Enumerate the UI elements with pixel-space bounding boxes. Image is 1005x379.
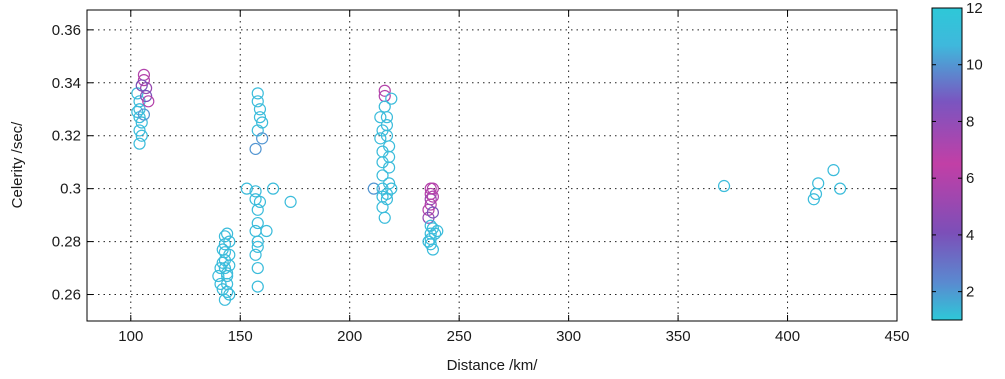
data-point bbox=[214, 277, 227, 291]
y-tick-label: 0.3 bbox=[60, 181, 81, 198]
data-point bbox=[385, 182, 398, 195]
data-point bbox=[380, 111, 394, 124]
x-tick-label: 450 bbox=[884, 328, 909, 345]
data-point bbox=[251, 261, 264, 275]
data-point bbox=[266, 182, 280, 195]
data-point bbox=[807, 193, 820, 206]
data-point bbox=[376, 169, 389, 182]
x-tick-label: 400 bbox=[775, 328, 800, 345]
data-point bbox=[221, 267, 234, 280]
x-tick-label: 150 bbox=[228, 328, 253, 345]
x-tick-label: 300 bbox=[556, 328, 581, 345]
data-point bbox=[253, 195, 267, 208]
colorbar-tick-label: 8 bbox=[966, 113, 974, 130]
data-point bbox=[212, 269, 225, 283]
data-point bbox=[142, 95, 155, 108]
data-point bbox=[137, 74, 151, 87]
x-tick-label: 350 bbox=[666, 328, 691, 345]
data-point bbox=[383, 161, 396, 174]
y-axis-label: Celerity /sec/ bbox=[9, 121, 26, 209]
colorbar-ticks bbox=[932, 7, 962, 293]
data-point bbox=[251, 280, 264, 293]
data-point bbox=[221, 227, 234, 240]
x-tick-label: 200 bbox=[337, 328, 362, 345]
colorbar-tick-label: 6 bbox=[966, 170, 974, 187]
data-point bbox=[131, 105, 144, 119]
axis-ticks bbox=[87, 10, 898, 321]
data-point bbox=[133, 137, 146, 150]
data-point bbox=[135, 116, 148, 129]
data-point bbox=[135, 129, 148, 142]
y-tick-label: 0.28 bbox=[52, 234, 81, 251]
data-point bbox=[221, 285, 234, 298]
data-point bbox=[717, 179, 731, 193]
data-point bbox=[216, 256, 229, 269]
data-point bbox=[426, 206, 439, 219]
data-point bbox=[251, 95, 264, 108]
data-point bbox=[424, 238, 437, 251]
data-point bbox=[251, 216, 264, 230]
data-point bbox=[428, 227, 442, 240]
data-point bbox=[260, 224, 273, 238]
plot-frame bbox=[86, 9, 898, 322]
data-point bbox=[240, 182, 253, 195]
data-point bbox=[133, 124, 146, 137]
colorbar-tick-label: 4 bbox=[966, 227, 974, 244]
data-point bbox=[812, 177, 825, 190]
data-point bbox=[137, 108, 151, 121]
data-point bbox=[833, 182, 847, 195]
data-point bbox=[251, 235, 264, 248]
data-point bbox=[249, 142, 262, 156]
data-point bbox=[256, 132, 269, 145]
data-point bbox=[422, 235, 435, 248]
data-point bbox=[426, 182, 439, 195]
data-point bbox=[223, 235, 236, 248]
data-point bbox=[253, 103, 267, 116]
data-point bbox=[253, 111, 267, 124]
data-point bbox=[249, 185, 262, 198]
y-tick-labels: 0.26 0.28 0.3 0.32 0.34 0.36 bbox=[52, 22, 81, 304]
data-point bbox=[380, 193, 394, 206]
data-point bbox=[251, 87, 264, 100]
colorbar-tick-label: 12 bbox=[966, 0, 983, 17]
x-tick-labels: 100 150 200 250 300 350 400 450 bbox=[118, 328, 909, 345]
data-point bbox=[374, 132, 387, 145]
data-point bbox=[827, 164, 840, 177]
data-point bbox=[251, 203, 264, 216]
data-point bbox=[135, 79, 148, 92]
data-point bbox=[385, 92, 398, 105]
data-point bbox=[374, 111, 387, 124]
data-point bbox=[431, 224, 444, 238]
y-tick-label: 0.34 bbox=[52, 75, 81, 92]
colorbar-tick-labels: 2 4 6 8 10 12 bbox=[966, 0, 983, 301]
colorbar: 2 4 6 8 10 12 bbox=[931, 0, 983, 321]
data-point bbox=[223, 259, 236, 272]
data-point bbox=[216, 243, 229, 256]
y-tick-label: 0.32 bbox=[52, 128, 81, 145]
y-tick-label: 0.26 bbox=[52, 287, 81, 304]
x-axis-label: Distance /km/ bbox=[447, 357, 539, 374]
colorbar-gradient bbox=[931, 7, 963, 321]
x-tick-label: 100 bbox=[118, 328, 143, 345]
data-point bbox=[251, 240, 264, 253]
colorbar-tick-label: 2 bbox=[966, 284, 974, 301]
data-points bbox=[131, 68, 847, 306]
data-point bbox=[249, 248, 262, 261]
data-point bbox=[378, 84, 391, 97]
data-point bbox=[378, 211, 391, 224]
colorbar-tick-label: 10 bbox=[966, 57, 983, 74]
data-point bbox=[223, 288, 236, 301]
data-point bbox=[284, 195, 297, 208]
data-point bbox=[426, 190, 439, 203]
data-point bbox=[424, 198, 437, 211]
y-tick-label: 0.36 bbox=[52, 22, 81, 39]
x-tick-label: 250 bbox=[447, 328, 472, 345]
data-point bbox=[140, 89, 153, 103]
grid-lines bbox=[87, 10, 897, 321]
data-point bbox=[367, 182, 380, 195]
